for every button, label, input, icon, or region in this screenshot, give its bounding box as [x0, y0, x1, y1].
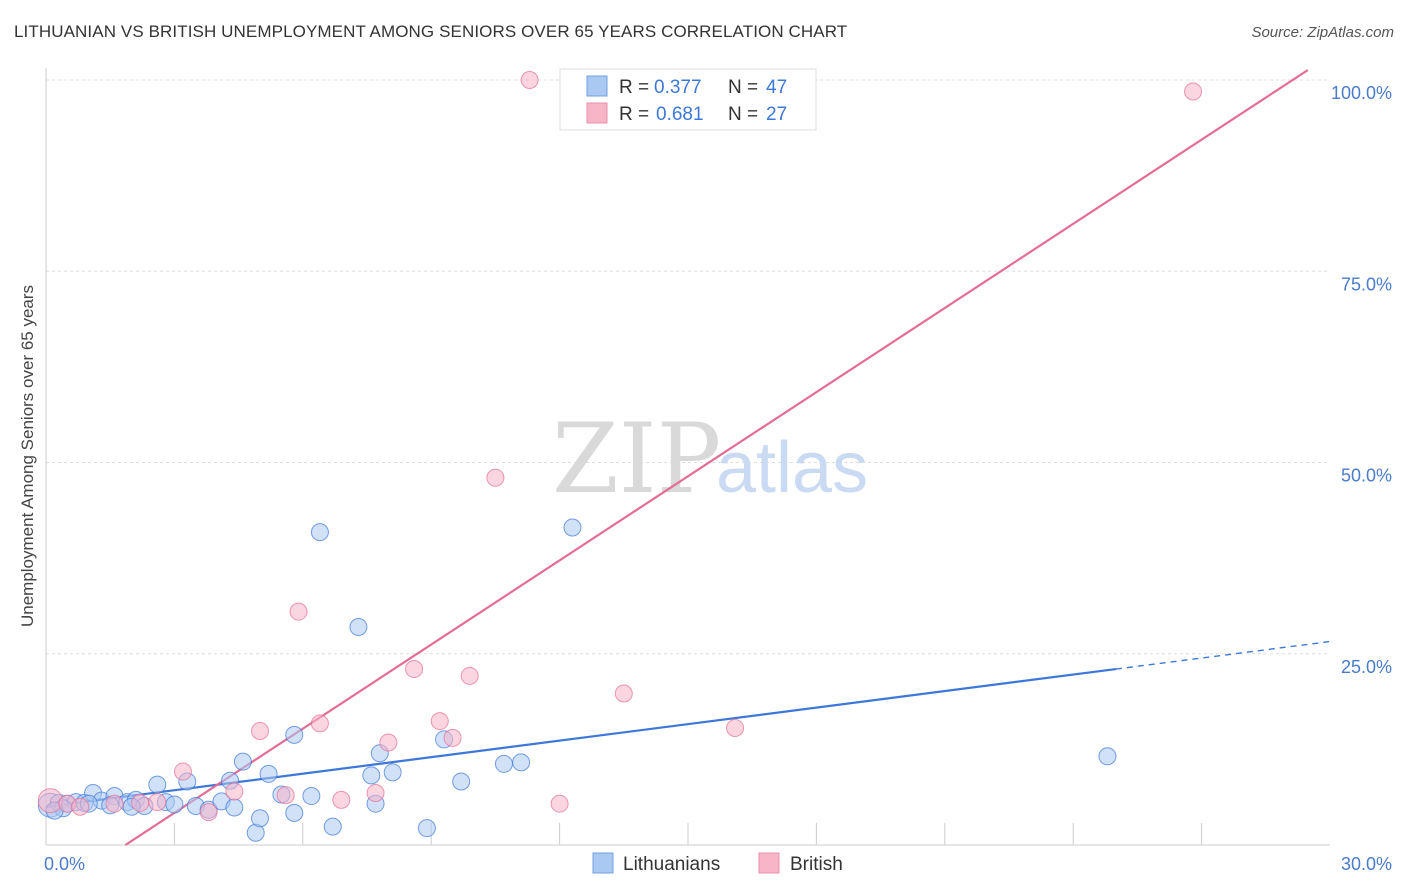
point-lithuanians-36 — [494, 754, 513, 773]
y-axis-label: Unemployment Among Seniors over 65 years — [18, 285, 37, 627]
y-tick-label-0: 100.0% — [1331, 83, 1392, 103]
point-lithuanians-24 — [285, 803, 304, 822]
point-lithuanians-26 — [310, 523, 329, 542]
point-british-25 — [71, 797, 90, 816]
point-lithuanians-21 — [259, 764, 278, 783]
point-british-3 — [148, 793, 167, 812]
legend-r-value-1: 0.377 — [654, 77, 702, 98]
y-tick-label-1: 75.0% — [1341, 274, 1392, 294]
trendline-british — [124, 69, 1309, 846]
point-lithuanians-20 — [251, 809, 269, 828]
point-lithuanians-32 — [383, 763, 402, 782]
point-british-4 — [173, 762, 192, 781]
legend-r-label-1: R = — [619, 77, 649, 98]
point-lithuanians-44 — [165, 795, 184, 814]
point-british-20 — [550, 794, 569, 813]
trendline-lithuanians-extension — [1115, 640, 1331, 670]
point-british-23 — [726, 718, 745, 737]
point-british-13 — [379, 733, 398, 752]
point-lithuanians-45 — [225, 798, 244, 817]
bottom-legend-swatch-british — [758, 852, 780, 874]
legend-n-label-1: N = — [728, 77, 758, 98]
chart-title: LITHUANIAN VS BRITISH UNEMPLOYMENT AMONG… — [14, 22, 848, 41]
watermark-atlas: atlas — [716, 428, 868, 508]
point-british-10 — [310, 714, 329, 733]
bottom-legend-swatch-lithuanians — [592, 852, 614, 874]
point-british-8 — [276, 786, 295, 805]
data-points — [37, 71, 1203, 842]
point-british-5 — [199, 803, 218, 822]
point-british-17 — [460, 666, 479, 685]
bottom-legend: Lithuanians British — [592, 852, 843, 875]
legend-r-value-2: 0.681 — [656, 104, 704, 125]
point-british-26 — [131, 793, 150, 812]
legend-box: R = 0.377 N = 47 R = 0.681 N = 27 — [559, 68, 817, 131]
point-british-11 — [332, 790, 351, 809]
point-lithuanians-35 — [452, 772, 471, 791]
point-lithuanians-25 — [302, 787, 321, 806]
bottom-legend-british: British — [790, 854, 843, 875]
legend-swatch-lithuanians — [586, 75, 608, 97]
point-british-15 — [430, 712, 449, 731]
point-british-12 — [366, 783, 385, 802]
point-lithuanians-11 — [148, 775, 167, 794]
point-british-16 — [443, 728, 462, 747]
watermark: ZIP atlas — [552, 403, 868, 515]
point-lithuanians-37 — [512, 753, 531, 772]
point-lithuanians-27 — [323, 817, 342, 836]
legend-r-label-2: R = — [619, 104, 649, 125]
point-british-2 — [105, 794, 124, 813]
point-lithuanians-39 — [1098, 747, 1117, 766]
y-tick-label-3: 25.0% — [1341, 657, 1392, 677]
watermark-zip: ZIP — [552, 403, 721, 515]
point-british-18 — [486, 468, 505, 487]
tick-labels: 100.0% 75.0% 50.0% 25.0% 0.0% 30.0% — [44, 83, 1392, 874]
x-tick-label-1: 30.0% — [1341, 854, 1392, 874]
point-british-7 — [251, 722, 269, 741]
x-tick-label-0: 0.0% — [44, 854, 85, 874]
legend-swatch-british — [586, 102, 608, 124]
point-lithuanians-29 — [362, 766, 381, 785]
chart-source: Source: ZipAtlas.com — [1251, 24, 1394, 41]
point-british-24 — [1184, 82, 1203, 101]
legend-n-value-1: 47 — [766, 77, 787, 98]
grid-lines — [46, 79, 1330, 655]
y-tick-label-2: 50.0% — [1341, 466, 1392, 486]
point-lithuanians-38 — [563, 518, 582, 537]
legend-n-label-2: N = — [728, 104, 758, 125]
trendline-lithuanians — [45, 667, 1117, 808]
point-lithuanians-23 — [285, 725, 304, 744]
point-british-6 — [225, 782, 244, 801]
point-british-21 — [614, 684, 633, 703]
point-lithuanians-33 — [417, 819, 436, 838]
point-british-14 — [405, 660, 424, 679]
point-british-9 — [289, 602, 308, 621]
axes — [45, 68, 1330, 846]
point-british-0 — [37, 788, 63, 814]
point-lithuanians-28 — [349, 617, 368, 636]
point-british-19 — [520, 71, 539, 89]
point-lithuanians-18 — [233, 752, 252, 771]
bottom-legend-lithuanians: Lithuanians — [623, 854, 720, 875]
legend-n-value-2: 27 — [766, 104, 787, 125]
